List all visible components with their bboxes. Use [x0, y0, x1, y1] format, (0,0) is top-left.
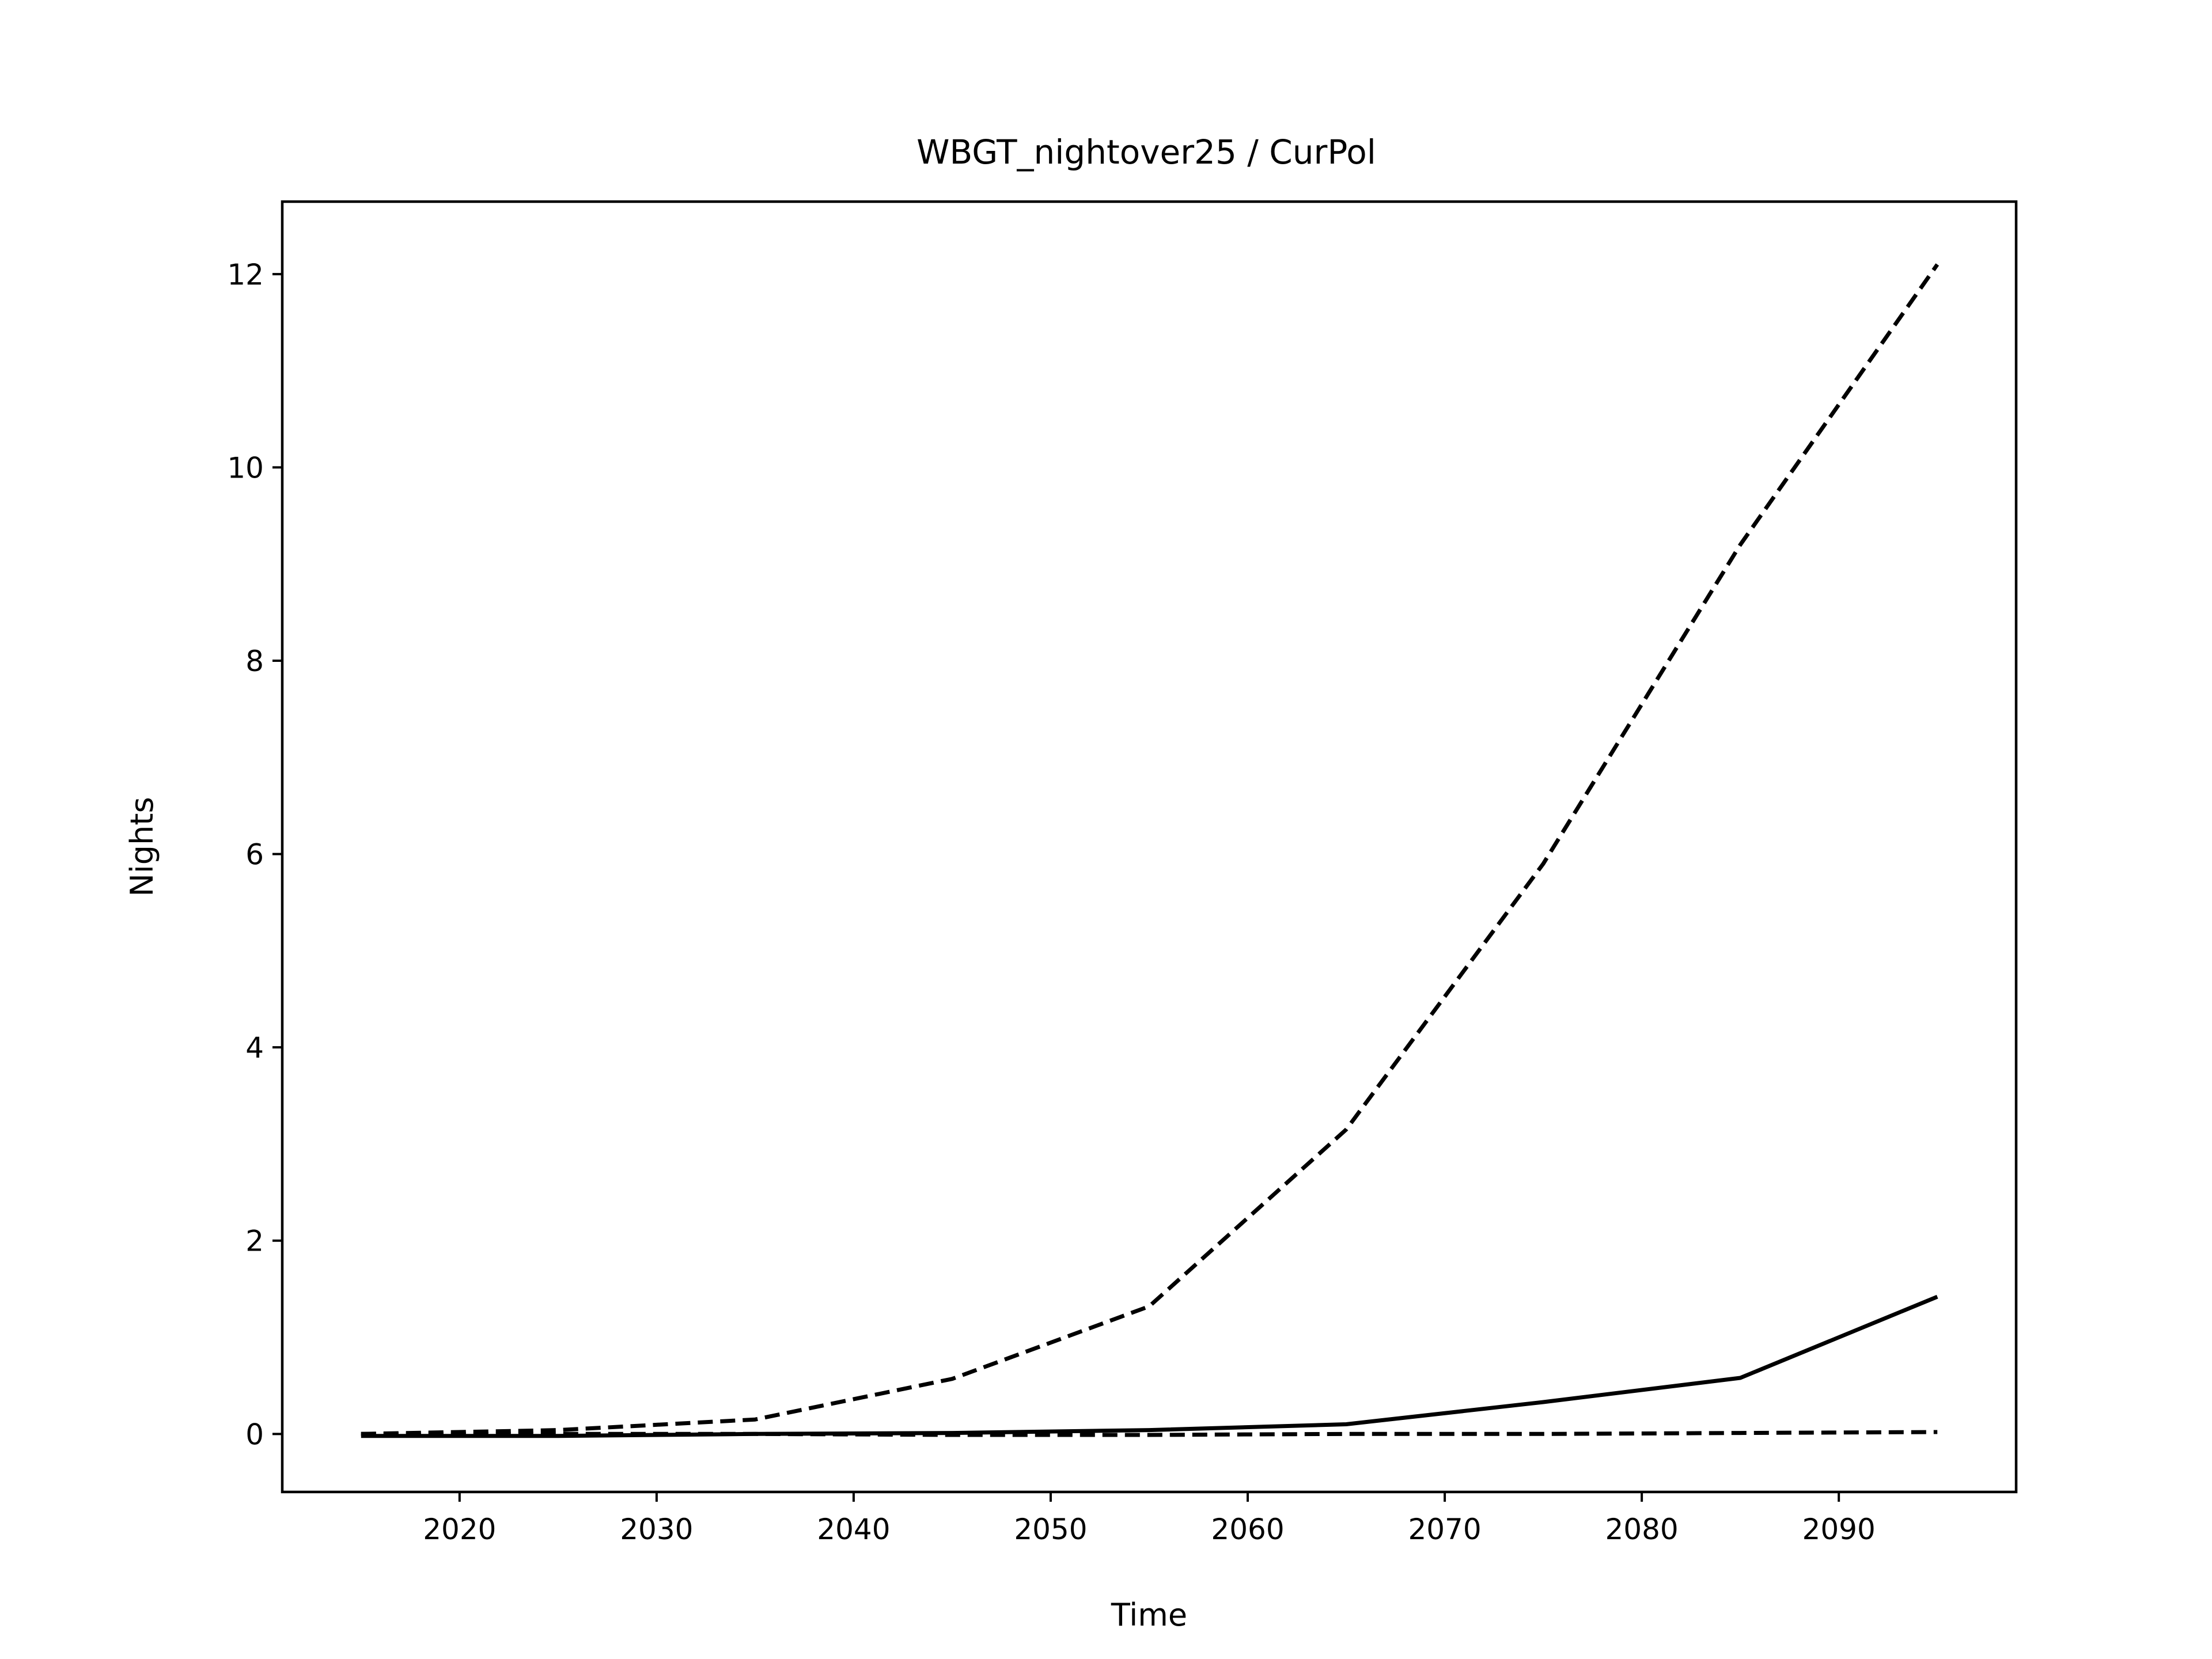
x-tick-label: 2070 [1408, 1513, 1481, 1546]
series-line-1 [361, 263, 1940, 1436]
x-tick-label: 2030 [620, 1513, 693, 1546]
y-axis-label: Nights [124, 797, 160, 896]
x-tick-label: 2060 [1211, 1513, 1284, 1546]
y-tick-label: 12 [227, 258, 264, 291]
y-tick-label: 0 [245, 1418, 264, 1451]
y-axis: 0 2 4 6 8 10 12 [227, 258, 282, 1451]
series-layer [361, 263, 1940, 1438]
x-tick-label: 2080 [1605, 1513, 1678, 1546]
x-tick-label: 2040 [817, 1513, 890, 1546]
x-tick-label: 2050 [1014, 1513, 1087, 1546]
y-tick-label: 8 [245, 645, 264, 678]
x-tick-label: 2020 [423, 1513, 496, 1546]
y-tick-label: 4 [245, 1031, 264, 1065]
y-tick-label: 6 [245, 838, 264, 872]
x-axis: 2020 2030 2040 2050 2060 2070 2080 2090 [423, 1492, 1876, 1546]
x-axis-label: Time [1111, 1597, 1187, 1633]
chart-title: WBGT_nightover25 / CurPol [916, 132, 1376, 172]
series-line-2 [361, 1294, 1938, 1438]
y-tick-label: 2 [245, 1225, 264, 1258]
x-tick-label: 2090 [1802, 1513, 1876, 1546]
y-tick-label: 10 [227, 451, 264, 484]
plot-frame [281, 200, 2018, 1494]
series-line-3 [361, 1430, 1938, 1437]
